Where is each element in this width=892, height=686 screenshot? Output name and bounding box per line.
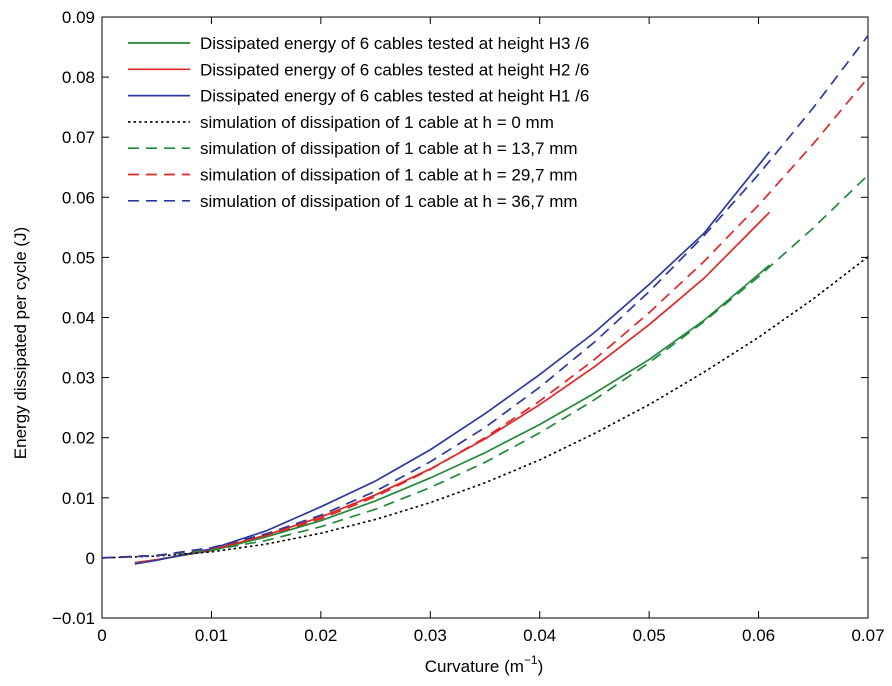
y-tick-label: 0.02 [62, 429, 95, 448]
series-line-5 [101, 174, 869, 559]
legend-label: simulation of dissipation of 1 cable at … [200, 166, 578, 185]
y-tick-label: 0.05 [62, 248, 95, 267]
y-tick-label: 0.09 [62, 8, 95, 27]
x-axis-label-sup: −1 [524, 653, 538, 667]
y-tick-label: 0.06 [62, 188, 95, 207]
series-line-6 [101, 77, 869, 559]
x-axis-label-close: ) [538, 657, 544, 676]
x-tick-label: 0.03 [414, 626, 447, 645]
x-tick-label: 0.07 [851, 626, 884, 645]
x-axis-ticks: 0 0.01 0.02 0.03 0.04 0.05 0.06 0.07 [97, 17, 885, 645]
x-axis-label: Curvature (m−1) [425, 653, 544, 676]
series-line-3 [134, 151, 771, 565]
y-axis-label: Energy dissipated per cycle (J) [11, 227, 30, 459]
x-tick-label: 0.02 [304, 626, 337, 645]
y-tick-label: 0 [86, 549, 95, 568]
legend-label: simulation of dissipation of 1 cable at … [200, 192, 578, 211]
series-line-1 [134, 264, 771, 564]
series-line-2 [134, 211, 771, 564]
y-tick-label: 0.03 [62, 369, 95, 388]
legend-label: simulation of dissipation of 1 cable at … [200, 139, 578, 158]
legend-label: Dissipated energy of 6 cables tested at … [200, 60, 589, 79]
series-line-4 [101, 256, 869, 559]
x-axis-label-main: Curvature (m [425, 657, 524, 676]
legend-label: simulation of dissipation of 1 cable at … [200, 113, 554, 132]
x-tick-label: 0.05 [633, 626, 666, 645]
y-tick-label: 0.08 [62, 68, 95, 87]
series-line-7 [101, 35, 869, 559]
x-tick-label: 0.04 [523, 626, 556, 645]
x-tick-label: 0 [97, 626, 106, 645]
legend: Dissipated energy of 6 cables tested at … [128, 34, 589, 211]
y-tick-label: 0.04 [62, 309, 95, 328]
legend-label: Dissipated energy of 6 cables tested at … [200, 34, 589, 53]
y-tick-label: 0.07 [62, 128, 95, 147]
plot-frame [101, 16, 869, 619]
y-axis-ticks: −0.01 0 0.01 0.02 0.03 0.04 0.05 0.06 0.07 0.08 0.… [52, 8, 868, 628]
y-tick-label: 0.01 [62, 489, 95, 508]
y-tick-label: −0.01 [52, 609, 95, 628]
x-tick-label: 0.01 [195, 626, 228, 645]
x-tick-label: 0.06 [742, 626, 775, 645]
series-layer [101, 35, 869, 565]
legend-label: Dissipated energy of 6 cables tested at … [200, 87, 589, 106]
plot-area [101, 16, 869, 619]
